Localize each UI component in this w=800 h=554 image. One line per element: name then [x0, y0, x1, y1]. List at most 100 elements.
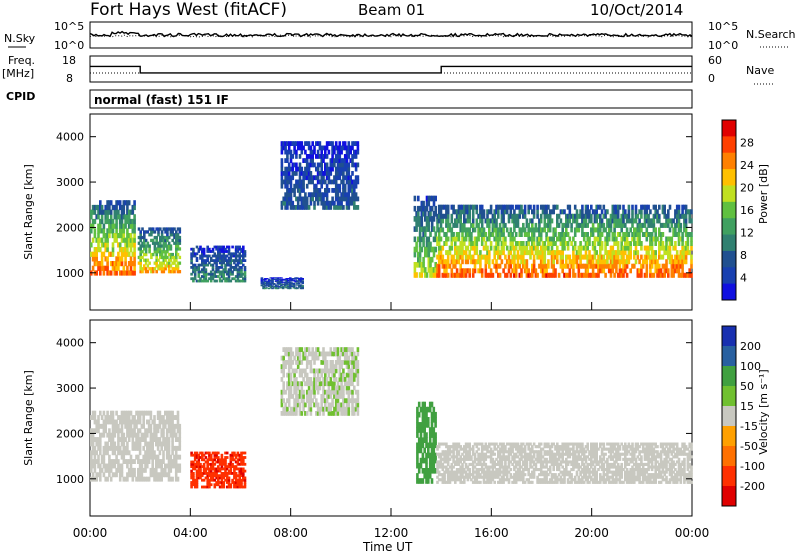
power-cell [175, 252, 178, 257]
velocity-cell [419, 447, 423, 454]
power-cell [618, 222, 622, 228]
power-cell [429, 231, 432, 237]
velocity-cell [176, 463, 180, 469]
velocity-cell [138, 472, 142, 478]
velocity-cell [174, 415, 178, 420]
power-cell [296, 196, 300, 202]
velocity-cell [353, 398, 356, 404]
velocity-cell [416, 452, 419, 459]
velocity-cell [280, 402, 284, 408]
power-cell [509, 272, 513, 278]
velocity-cell [113, 472, 117, 478]
power-cell [597, 272, 600, 278]
velocity-cell [307, 406, 311, 412]
power-cell [618, 232, 622, 237]
power-cell [222, 275, 225, 278]
power-cell [281, 279, 285, 281]
power-cell [342, 183, 345, 189]
power-cell [286, 149, 289, 155]
velocity-cell [340, 377, 343, 382]
velocity-cell [222, 458, 225, 462]
velocity-cell [353, 372, 356, 378]
velocity-cell [156, 410, 160, 416]
power-cell [588, 241, 591, 246]
velocity-cell [439, 462, 443, 466]
power-cell [127, 261, 131, 267]
velocity-cell [417, 462, 421, 469]
power-cell [446, 209, 450, 215]
power-cell [148, 250, 151, 254]
velocity-cell [432, 468, 436, 474]
power-cell [300, 145, 304, 151]
velocity-cell [325, 381, 329, 387]
velocity-cell [133, 459, 136, 464]
velocity-cell [167, 445, 171, 451]
power-cell [482, 213, 486, 219]
power-cell [422, 267, 425, 273]
power-cell [171, 238, 174, 243]
power-cell [439, 259, 443, 265]
power-cell [143, 267, 146, 271]
power-cell [498, 254, 502, 260]
power-cell [234, 263, 238, 267]
power-cell [227, 275, 231, 278]
power-cell [343, 183, 347, 189]
power-cell [455, 259, 459, 265]
velocity-cell [342, 402, 345, 408]
power-cell [593, 254, 597, 260]
power-cell [265, 278, 269, 280]
power-cell [570, 222, 573, 228]
power-cell [507, 213, 511, 219]
velocity-cell [484, 462, 488, 466]
velocity-cell [309, 360, 313, 365]
power-cell [498, 263, 502, 269]
power-cell [561, 209, 564, 215]
velocity-cell [104, 428, 107, 434]
power-cell [418, 236, 422, 243]
power-cell [599, 241, 602, 246]
velocity-cell [208, 474, 211, 478]
power-cell [280, 166, 284, 172]
velocity-cell [124, 437, 127, 442]
velocity-cell [482, 447, 486, 451]
power-cell [118, 247, 122, 253]
power-cell [561, 259, 564, 265]
velocity-cell [452, 442, 455, 446]
power-cell [160, 233, 164, 237]
velocity-cell [421, 437, 425, 443]
velocity-cell [104, 445, 107, 451]
power-cell [139, 230, 142, 234]
velocity-cell [340, 411, 343, 416]
velocity-cell [118, 467, 122, 473]
power-cell [418, 262, 422, 268]
velocity-cell [225, 472, 229, 475]
velocity-cell [432, 452, 436, 459]
velocity-cell [284, 364, 287, 369]
power-cell [586, 254, 589, 260]
power-cell [656, 218, 659, 224]
velocity-cell [146, 454, 149, 460]
velocity-cell [135, 441, 138, 447]
velocity-cell [343, 381, 347, 387]
velocity-cell [333, 394, 336, 399]
power-cell [334, 188, 338, 193]
power-cell [643, 209, 647, 215]
velocity-cell [305, 381, 309, 387]
power-cell [586, 272, 589, 278]
power-cell [507, 232, 511, 237]
velocity-cell [220, 476, 224, 480]
power-cell [91, 256, 95, 262]
power-cell [690, 263, 693, 269]
velocity-cell [147, 419, 151, 425]
power-cell [281, 286, 285, 288]
power-cell [477, 236, 480, 242]
power-cell [225, 259, 229, 262]
velocity-cell [108, 472, 111, 478]
velocity-cell [240, 469, 243, 473]
velocity-cell [436, 460, 439, 464]
velocity-cell [322, 377, 325, 382]
velocity-cell [202, 472, 206, 475]
velocity-cell [347, 385, 351, 391]
power-cell [238, 279, 241, 283]
